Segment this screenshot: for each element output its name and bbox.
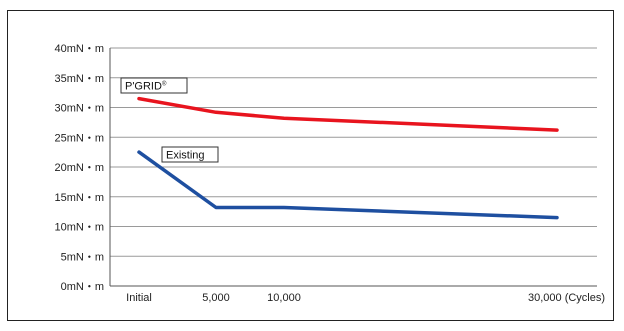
legend-labels: P'GRID® Existing (120, 77, 219, 163)
y-tick-label: 40mN・m (54, 43, 104, 55)
y-tick-label: 30mN・m (54, 103, 104, 115)
y-tick-label: 20mN・m (54, 162, 104, 174)
series (137, 96, 559, 220)
y-tick-label: 25mN・m (54, 132, 104, 144)
legend-box-1 (161, 146, 219, 163)
y-tick-label: 5mN・m (61, 251, 104, 263)
y-tick-label: 0mN・m (61, 281, 104, 293)
grid (110, 47, 597, 257)
x-tick-label: 5,000 (202, 292, 230, 304)
legend-box-0 (120, 77, 188, 94)
legend-label-0: P'GRID® (125, 81, 167, 93)
x-tick-label: 10,000 (267, 292, 301, 304)
registered-mark: ® (162, 81, 167, 88)
chart-frame (7, 10, 614, 321)
y-tick-label: 35mN・m (54, 73, 104, 85)
series-line-0 (137, 96, 559, 132)
axes: 0mN・m 5mN・m 10mN・m 15mN・m 20mN・m 25mN・m 30mN・m… (54, 43, 605, 304)
x-tick-label: 30,000 (Cycles) (528, 292, 605, 304)
x-tick-label: Initial (126, 292, 152, 304)
y-tick-label: 10mN・m (54, 222, 104, 234)
legend-label-1: Existing (166, 150, 205, 162)
series-line-1 (137, 150, 559, 220)
y-tick-label: 15mN・m (54, 192, 104, 204)
